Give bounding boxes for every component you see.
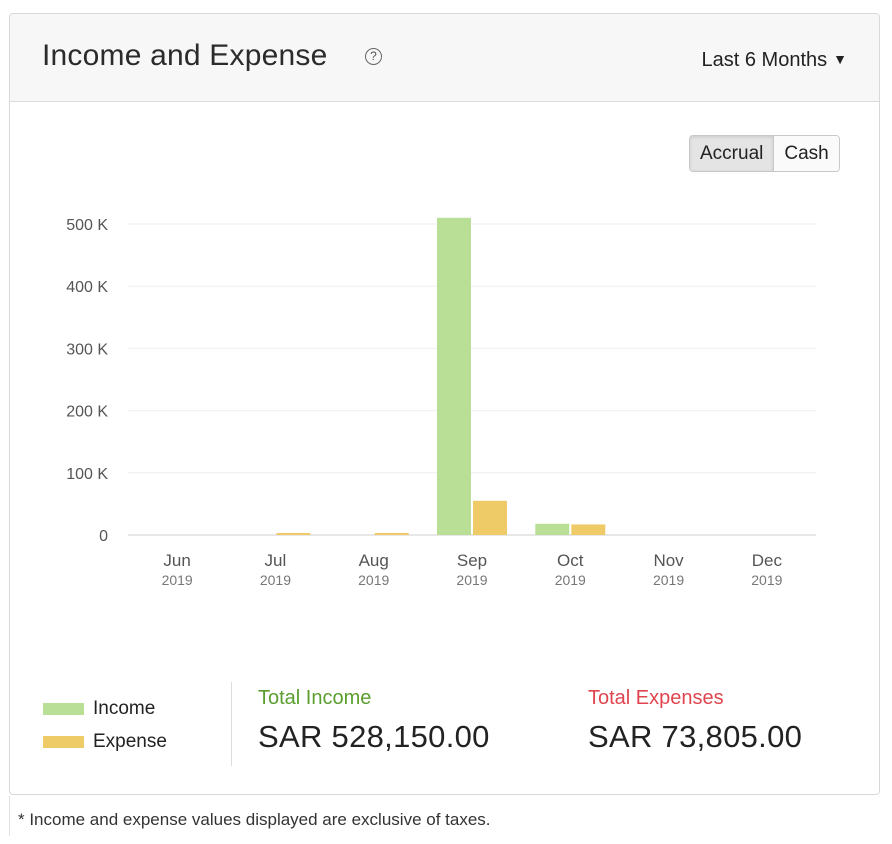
x-tick-label: Jul <box>265 551 287 570</box>
y-tick-label: 400 K <box>66 279 108 296</box>
card-header: Income and Expense ? Last 6 Months ▼ <box>10 14 879 102</box>
income-expense-chart: 0 100 K 200 K 300 K 400 K 500 K Jun 2019 Jul 2019… <box>66 217 816 588</box>
income-expense-card: Income and Expense ? Last 6 Months ▼ Accr… <box>9 13 880 795</box>
total-expenses-label: Total Expenses <box>588 687 724 709</box>
y-tick-label: 300 K <box>66 341 108 358</box>
cash-button[interactable]: Cash <box>774 136 839 171</box>
x-tick-year: 2019 <box>456 572 487 588</box>
legend-label-expense: Expense <box>93 730 167 752</box>
x-tick-year: 2019 <box>555 572 586 588</box>
x-tick-label: Oct <box>557 551 584 570</box>
y-tick-label: 0 <box>99 528 108 545</box>
accrual-button[interactable]: Accrual <box>690 136 775 171</box>
total-income-amount: SAR 528,150.00 <box>258 719 490 754</box>
bar-expense-sep <box>473 500 507 535</box>
total-income: Total Income SAR 528,150.00 <box>258 687 490 755</box>
legend-label-income: Income <box>93 697 156 719</box>
x-tick-year: 2019 <box>653 572 684 588</box>
legend-item-income[interactable]: Income <box>43 692 167 725</box>
period-dropdown[interactable]: Last 6 Months ▼ <box>702 49 847 72</box>
x-tick-year: 2019 <box>751 572 782 588</box>
total-expenses-amount: SAR 73,805.00 <box>588 719 803 754</box>
total-expenses: Total Expenses SAR 73,805.00 <box>588 687 802 755</box>
x-tick-label: Jun <box>163 551 190 570</box>
y-tick-label: 100 K <box>66 466 108 483</box>
footnote-rule <box>9 796 10 836</box>
x-tick-year: 2019 <box>162 572 193 588</box>
total-income-label: Total Income <box>258 687 372 709</box>
bar-income-oct <box>535 523 570 535</box>
bar-expense-aug <box>374 533 409 535</box>
x-tick-label: Sep <box>457 551 487 570</box>
y-tick-label: 200 K <box>66 404 108 421</box>
x-tick-label: Aug <box>359 551 389 570</box>
bar-income-sep <box>437 217 471 535</box>
bar-expense-oct <box>571 524 606 535</box>
period-label: Last 6 Months <box>701 49 828 71</box>
x-tick-label: Dec <box>752 551 783 570</box>
divider <box>231 682 232 766</box>
x-tick-year: 2019 <box>358 572 389 588</box>
card-title: Income and Expense <box>42 39 328 72</box>
help-icon[interactable]: ? <box>365 48 382 65</box>
x-tick-label: Nov <box>653 551 684 570</box>
basis-toggle: Accrual Cash <box>689 135 840 172</box>
footnote: * Income and expense values displayed ar… <box>18 810 491 829</box>
chart-legend: Income Expense <box>43 692 167 758</box>
bar-expense-jul <box>276 533 311 535</box>
x-tick-year: 2019 <box>260 572 291 588</box>
legend-swatch-expense <box>43 735 84 748</box>
legend-item-expense[interactable]: Expense <box>43 725 167 758</box>
legend-swatch-income <box>43 702 84 715</box>
caret-down-icon: ▼ <box>833 51 847 67</box>
y-tick-label: 500 K <box>66 217 108 234</box>
